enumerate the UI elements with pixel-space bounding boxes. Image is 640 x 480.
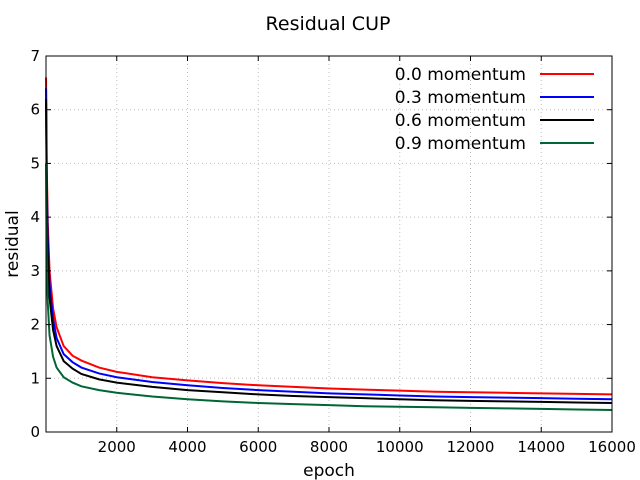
y-tick-label: 3 — [30, 262, 40, 280]
x-tick-label: 12000 — [447, 438, 495, 456]
x-tick-label: 6000 — [239, 438, 277, 456]
y-tick-label: 1 — [30, 369, 40, 387]
y-tick-label: 4 — [30, 208, 40, 226]
x-tick-label: 16000 — [588, 438, 636, 456]
legend-label-0: 0.0 momentum — [395, 65, 526, 85]
x-tick-label: 14000 — [517, 438, 565, 456]
x-tick-label: 8000 — [310, 438, 348, 456]
y-tick-label: 2 — [30, 316, 40, 334]
series-layer — [45, 77, 613, 411]
chart-title: Residual CUP — [266, 13, 391, 35]
series-line-1 — [45, 88, 613, 401]
legend-label-1: 0.3 momentum — [395, 88, 526, 108]
tick-labels: 2000 4000 6000 8000 10000 12000 14000 16000 0 1 2 3… — [30, 47, 635, 456]
series-line-3 — [45, 163, 613, 411]
x-axis-label: epoch — [303, 461, 355, 480]
ticks — [46, 55, 613, 433]
y-tick-label: 0 — [30, 423, 40, 441]
y-tick-label: 5 — [30, 154, 40, 172]
x-tick-label: 4000 — [168, 438, 206, 456]
y-axis-label: residual — [3, 210, 23, 277]
x-tick-label: 2000 — [98, 438, 136, 456]
grid — [46, 56, 612, 432]
y-tick-label: 7 — [30, 47, 40, 65]
legend-label-2: 0.6 momentum — [395, 111, 526, 131]
legend-label-3: 0.9 momentum — [395, 134, 526, 154]
series-line-0 — [45, 77, 613, 396]
x-tick-label: 10000 — [376, 438, 424, 456]
y-tick-label: 6 — [30, 101, 40, 119]
legend: 0.0 momentum 0.3 momentum 0.6 momentum 0.9 … — [395, 65, 594, 154]
series-line-2 — [45, 98, 613, 404]
